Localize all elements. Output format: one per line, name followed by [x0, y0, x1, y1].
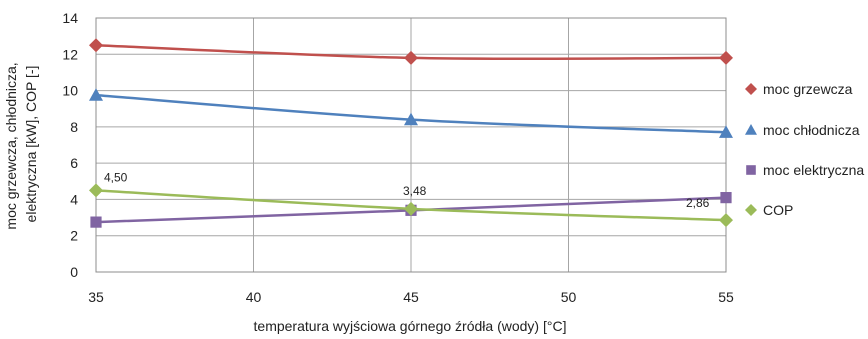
- legend: moc grzewcza moc chłodnicza moc elektryczn…: [745, 81, 864, 218]
- legend-label: moc elektryczna: [763, 162, 864, 178]
- series-moc-chłodnicza: [89, 88, 733, 138]
- data-point: [404, 50, 418, 65]
- legend-marker: [745, 124, 757, 135]
- data-point: [404, 201, 418, 216]
- y-axis-title-line2: elektryczna [kW], COP [-]: [23, 66, 39, 223]
- legend-item: moc grzewcza: [745, 81, 853, 97]
- y-tick-label: 4: [70, 191, 78, 207]
- data-point: [89, 38, 103, 53]
- legend-marker: [746, 165, 756, 175]
- y-tick-label: 12: [62, 46, 78, 62]
- y-tick-label: 14: [62, 10, 78, 26]
- y-axis-ticks: 0 2 4 6 8 10 12 14: [62, 10, 78, 280]
- x-axis-ticks: 35 40 45 50 55: [88, 289, 734, 305]
- series-COP: [89, 183, 733, 228]
- data-point: [720, 192, 732, 204]
- legend-label: moc chłodnicza: [763, 122, 860, 138]
- y-axis-title-line1: moc grzewcza, chłodnicza,: [3, 62, 19, 229]
- data-label: 4,50: [104, 170, 128, 184]
- x-tick-label: 35: [88, 289, 104, 305]
- data-point: [89, 88, 103, 101]
- y-tick-label: 0: [70, 264, 78, 280]
- x-tick-label: 55: [718, 289, 734, 305]
- data-point: [719, 213, 733, 228]
- y-tick-label: 6: [70, 155, 78, 171]
- data-labels: 4,50 3,48 2,86: [104, 170, 710, 210]
- y-tick-label: 8: [70, 119, 78, 135]
- plot-border: [95, 17, 727, 273]
- legend-item: moc chłodnicza: [745, 122, 860, 138]
- legend-item: COP: [745, 202, 793, 218]
- data-point: [719, 125, 733, 138]
- plot-area: [95, 17, 727, 273]
- data-point: [89, 183, 103, 198]
- series-layer: [89, 38, 733, 228]
- legend-marker: [745, 83, 757, 95]
- data-point: [404, 112, 418, 126]
- data-point: [90, 216, 102, 228]
- x-tick-label: 45: [403, 289, 419, 305]
- data-point: [719, 50, 733, 65]
- legend-label: moc grzewcza: [763, 81, 853, 97]
- data-label: 3,48: [403, 184, 427, 198]
- legend-item: moc elektryczna: [746, 162, 864, 178]
- series-moc-grzewcza: [89, 38, 733, 65]
- y-tick-label: 2: [70, 228, 78, 244]
- legend-marker: [745, 204, 757, 216]
- x-tick-label: 50: [561, 289, 577, 305]
- legend-label: COP: [763, 202, 793, 218]
- data-label: 2,86: [686, 196, 710, 210]
- x-axis-title: temperatura wyjściowa górnego źródła (wo…: [254, 318, 567, 334]
- x-tick-label: 40: [246, 289, 262, 305]
- y-axis-title: moc grzewcza, chłodnicza, elektryczna [k…: [3, 58, 39, 229]
- y-tick-label: 10: [62, 83, 78, 99]
